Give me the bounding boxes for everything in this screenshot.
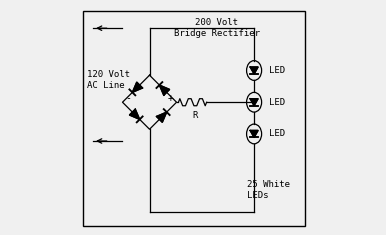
Text: LED: LED <box>269 129 285 138</box>
Polygon shape <box>129 109 140 119</box>
Text: -: - <box>125 93 131 103</box>
Text: R: R <box>192 111 198 120</box>
Text: 120 Volt
AC Line: 120 Volt AC Line <box>87 70 130 90</box>
Text: +: + <box>168 93 174 103</box>
Text: LED: LED <box>269 66 285 75</box>
Polygon shape <box>250 67 258 74</box>
Polygon shape <box>156 112 167 122</box>
Text: LED: LED <box>269 98 285 107</box>
Text: 200 Volt
Bridge Rectifier: 200 Volt Bridge Rectifier <box>173 18 259 38</box>
Polygon shape <box>250 99 258 106</box>
Polygon shape <box>132 82 142 92</box>
Text: 25 White
LEDs: 25 White LEDs <box>247 180 290 200</box>
Polygon shape <box>250 130 258 137</box>
Polygon shape <box>159 85 169 95</box>
